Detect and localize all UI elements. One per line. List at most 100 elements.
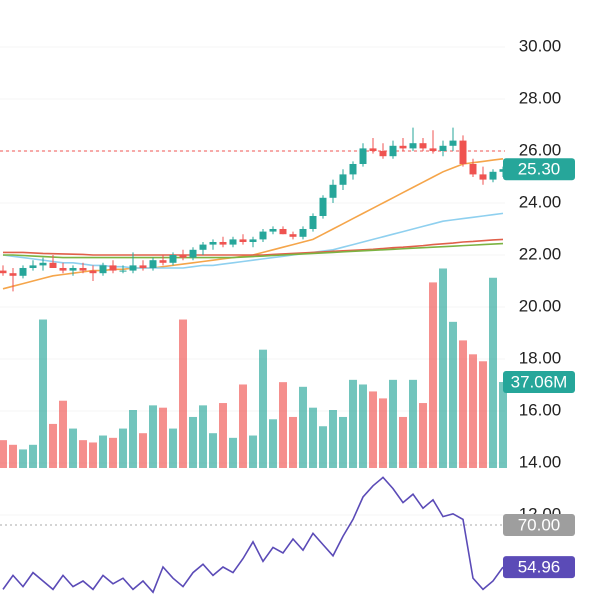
candle-body [389, 145, 397, 157]
value-badge-label: 70.00 [518, 515, 561, 534]
moving-average [3, 242, 504, 259]
candle-body [479, 174, 487, 180]
candle-body [179, 254, 187, 258]
volume-bar [249, 435, 257, 468]
candle-body [319, 197, 327, 216]
candle-body [149, 260, 157, 268]
moving-average [2, 212, 504, 269]
volume-bar [119, 428, 127, 468]
volume-bar [89, 442, 97, 468]
candle-body [459, 140, 467, 164]
volume-bar [499, 382, 507, 468]
candle-body [369, 148, 377, 151]
volume-bar [169, 428, 177, 468]
candle-body [309, 215, 317, 229]
volume-bar [309, 407, 317, 468]
rsi-line [2, 476, 504, 594]
volume-bar [199, 405, 207, 468]
candle-body [129, 265, 137, 271]
volume-bar [429, 282, 437, 468]
candle-body [329, 184, 337, 198]
y-tick-label: 24.00 [519, 192, 562, 211]
value-badge [503, 371, 575, 394]
candle-body [419, 143, 427, 149]
candle-body [199, 244, 207, 250]
candle-body [119, 270, 127, 272]
candle-body [89, 270, 97, 274]
volume-bar [209, 433, 217, 468]
candle-body [19, 267, 27, 276]
volume-bar [189, 416, 197, 468]
volume-bar [319, 426, 327, 468]
volume-bar [19, 449, 27, 468]
volume-bar [289, 416, 297, 468]
moving-average [2, 158, 504, 290]
candle-body [109, 265, 117, 271]
candle-body [239, 239, 247, 242]
volume-bar [279, 382, 287, 468]
volume-bar [159, 407, 167, 468]
volume-bar [379, 398, 387, 468]
volume-bar [29, 444, 37, 468]
candle-body [209, 241, 217, 245]
candle-body [289, 234, 297, 237]
volume-bar [389, 379, 397, 468]
value-badge [503, 158, 575, 181]
candle-body [469, 163, 477, 175]
y-tick-label: 28.00 [519, 88, 562, 107]
candle-body [339, 174, 347, 185]
y-tick-label: 16.00 [519, 400, 562, 419]
candle-body [439, 145, 447, 151]
volume-bar [99, 435, 107, 468]
candle-body [29, 265, 37, 268]
volume-bar [269, 419, 277, 468]
volume-bar [229, 437, 237, 468]
candle-body [189, 249, 197, 258]
volume-bar [369, 391, 377, 468]
y-tick-label: 20.00 [519, 296, 562, 315]
candle-body [429, 148, 437, 151]
candle-body [39, 262, 47, 266]
volume-bar [469, 354, 477, 468]
volume-bar [349, 379, 357, 468]
y-tick-label: 22.00 [519, 244, 562, 263]
volume-bar [39, 319, 47, 468]
candle-body [69, 267, 77, 271]
candle-body [59, 267, 67, 271]
candle-body [259, 231, 267, 240]
volume-bar [219, 403, 227, 468]
value-badge [503, 514, 575, 536]
volume-bar [339, 416, 347, 468]
volume-bar [299, 386, 307, 468]
volume-bar [0, 440, 7, 468]
volume-bar [69, 428, 77, 468]
volume-bar [59, 400, 67, 468]
candle-body [489, 171, 497, 180]
volume-bar [239, 384, 247, 468]
volume-bar [179, 319, 187, 468]
y-tick-label: 32.00 [519, 0, 562, 3]
volume-bar [489, 277, 497, 468]
value-badge [503, 556, 575, 579]
value-badge-label: 37.06M [511, 373, 568, 392]
candle-body [99, 265, 107, 274]
volume-bar [359, 384, 367, 468]
volume-bar [439, 268, 447, 468]
volume-bar [9, 444, 17, 468]
value-badge-label: 25.30 [518, 160, 561, 179]
candle-body [279, 228, 287, 235]
y-tick-label: 26.00 [519, 140, 562, 159]
candle-body [269, 228, 277, 232]
candle-body [449, 140, 457, 146]
volume-bar [49, 423, 57, 468]
moving-average [3, 238, 504, 256]
volume-bar [139, 433, 147, 468]
candle-body [249, 239, 257, 242]
candle-body [379, 150, 387, 157]
value-badge-label: 54.96 [518, 558, 561, 577]
candle-body [349, 163, 357, 175]
candle-body [79, 267, 87, 271]
y-tick-label: 18.00 [519, 348, 562, 367]
volume-bar [419, 403, 427, 468]
